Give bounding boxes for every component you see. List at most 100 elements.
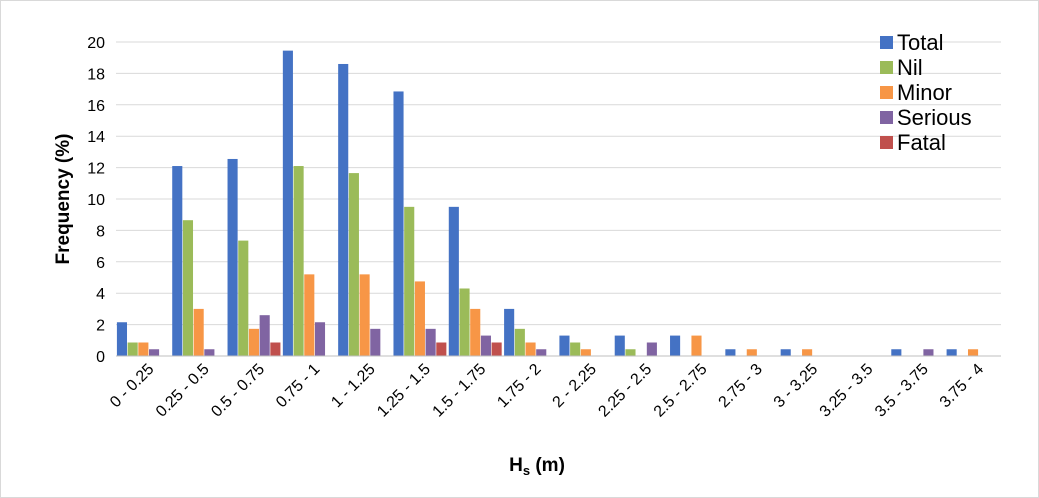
bar-minor [967, 349, 979, 356]
x-tick-label: 1 - 1.25 [328, 361, 378, 411]
y-tick-label: 4 [96, 286, 105, 303]
x-tick-label: 2.75 - 3 [716, 361, 766, 411]
bar-total [670, 335, 681, 356]
bar-minor [470, 308, 481, 356]
bar-total [504, 308, 515, 356]
bar-serious [425, 328, 436, 356]
bar-total [338, 63, 349, 356]
legend-swatch-total [880, 36, 893, 49]
x-tick-label: 3.75 - 4 [937, 361, 987, 411]
x-tick-label: 0.75 - 1 [273, 361, 323, 411]
bar-serious [536, 349, 547, 356]
bar-nil [238, 240, 249, 356]
bar-serious [923, 349, 934, 356]
bar-minor [193, 308, 204, 356]
bar-fatal [270, 342, 281, 356]
gridlines [116, 41, 1001, 326]
bar-minor [691, 335, 702, 356]
y-tick-label: 0 [96, 349, 105, 366]
x-tick-label: 2.5 - 2.75 [651, 361, 711, 421]
bar-fatal [436, 342, 447, 356]
bar-serious [149, 349, 160, 356]
bar-minor [580, 349, 591, 356]
legend-swatch-fatal [880, 136, 893, 149]
bar-nil [348, 173, 359, 356]
bar-total [559, 335, 570, 356]
bar-serious [259, 315, 270, 356]
bar-total [393, 91, 404, 356]
x-tick-label: 0 - 0.25 [107, 361, 157, 411]
bar-total [116, 322, 128, 356]
legend-label-serious: Serious [897, 105, 972, 130]
y-tick-label: 20 [87, 35, 105, 52]
x-axis-title: Hs (m) [509, 455, 565, 478]
x-tick-label: 1.25 - 1.5 [374, 361, 434, 421]
y-tick-label: 6 [96, 255, 105, 272]
bar-serious [480, 335, 491, 356]
bar-total [780, 349, 791, 356]
bar-serious [646, 342, 657, 356]
bar-serious [204, 349, 215, 356]
bar-nil [404, 206, 415, 356]
bar-nil [127, 342, 138, 356]
bar-minor [746, 349, 757, 356]
y-tick-label: 12 [87, 161, 105, 178]
bar-total [891, 349, 902, 356]
x-tick-label: 0.25 - 0.5 [153, 361, 213, 421]
legend-label-fatal: Fatal [897, 130, 946, 155]
x-tick-label: 3.25 - 3.5 [817, 361, 877, 421]
bar-nil [625, 349, 636, 356]
x-tick-label: 3.5 - 3.75 [872, 361, 932, 421]
y-tick-labels: 0 2 4 6 8 10 12 14 16 18 20 [87, 35, 105, 366]
y-tick-label: 14 [87, 129, 105, 146]
y-tick-label: 18 [87, 66, 105, 83]
bar-nil [459, 288, 470, 356]
y-axis-title: Frequency (%) [53, 134, 74, 265]
bar-nil [570, 342, 581, 356]
y-tick-label: 10 [87, 192, 105, 209]
bar-minor [414, 281, 425, 356]
x-tick-label: 2 - 2.25 [550, 361, 600, 411]
bar-total [946, 349, 957, 356]
x-tick-label: 1.5 - 1.75 [430, 361, 490, 421]
legend-swatch-serious [880, 111, 893, 124]
legend-swatch-nil [880, 61, 893, 74]
x-tick-label: 0.5 - 0.75 [208, 361, 268, 421]
x-axis-title-unit: (m) [530, 455, 565, 476]
legend-label-total: Total [897, 30, 943, 55]
bar-nil [293, 166, 304, 356]
bar-minor [525, 342, 536, 356]
x-tick-label: 3 - 3.25 [771, 361, 821, 411]
y-tick-label: 2 [96, 318, 105, 335]
bar-total [725, 349, 736, 356]
bar-nil [182, 220, 194, 356]
bar-minor [359, 274, 370, 356]
bar-serious [314, 322, 326, 356]
bar-minor [248, 328, 260, 356]
bars [116, 50, 979, 356]
y-tick-label: 16 [87, 98, 105, 115]
bar-total [282, 50, 293, 356]
bar-total [227, 158, 238, 356]
legend-label-minor: Minor [897, 80, 952, 105]
bar-total [172, 166, 183, 356]
bar-minor [802, 349, 813, 356]
x-tick-label: 1.75 - 2 [494, 361, 544, 411]
bar-minor [138, 342, 149, 356]
x-axis-title-subscript: s [523, 463, 530, 478]
bar-total [614, 335, 625, 356]
bar-minor [304, 274, 315, 356]
legend-swatch-minor [880, 86, 893, 99]
legend-label-nil: Nil [897, 55, 923, 80]
y-tick-label: 8 [96, 223, 105, 240]
x-axis-title-main: H [509, 455, 523, 476]
x-tick-label: 2.25 - 2.5 [595, 361, 655, 421]
bar-serious [370, 328, 381, 356]
bar-nil [514, 328, 525, 356]
bar-total [448, 206, 459, 356]
bar-fatal [491, 342, 502, 356]
